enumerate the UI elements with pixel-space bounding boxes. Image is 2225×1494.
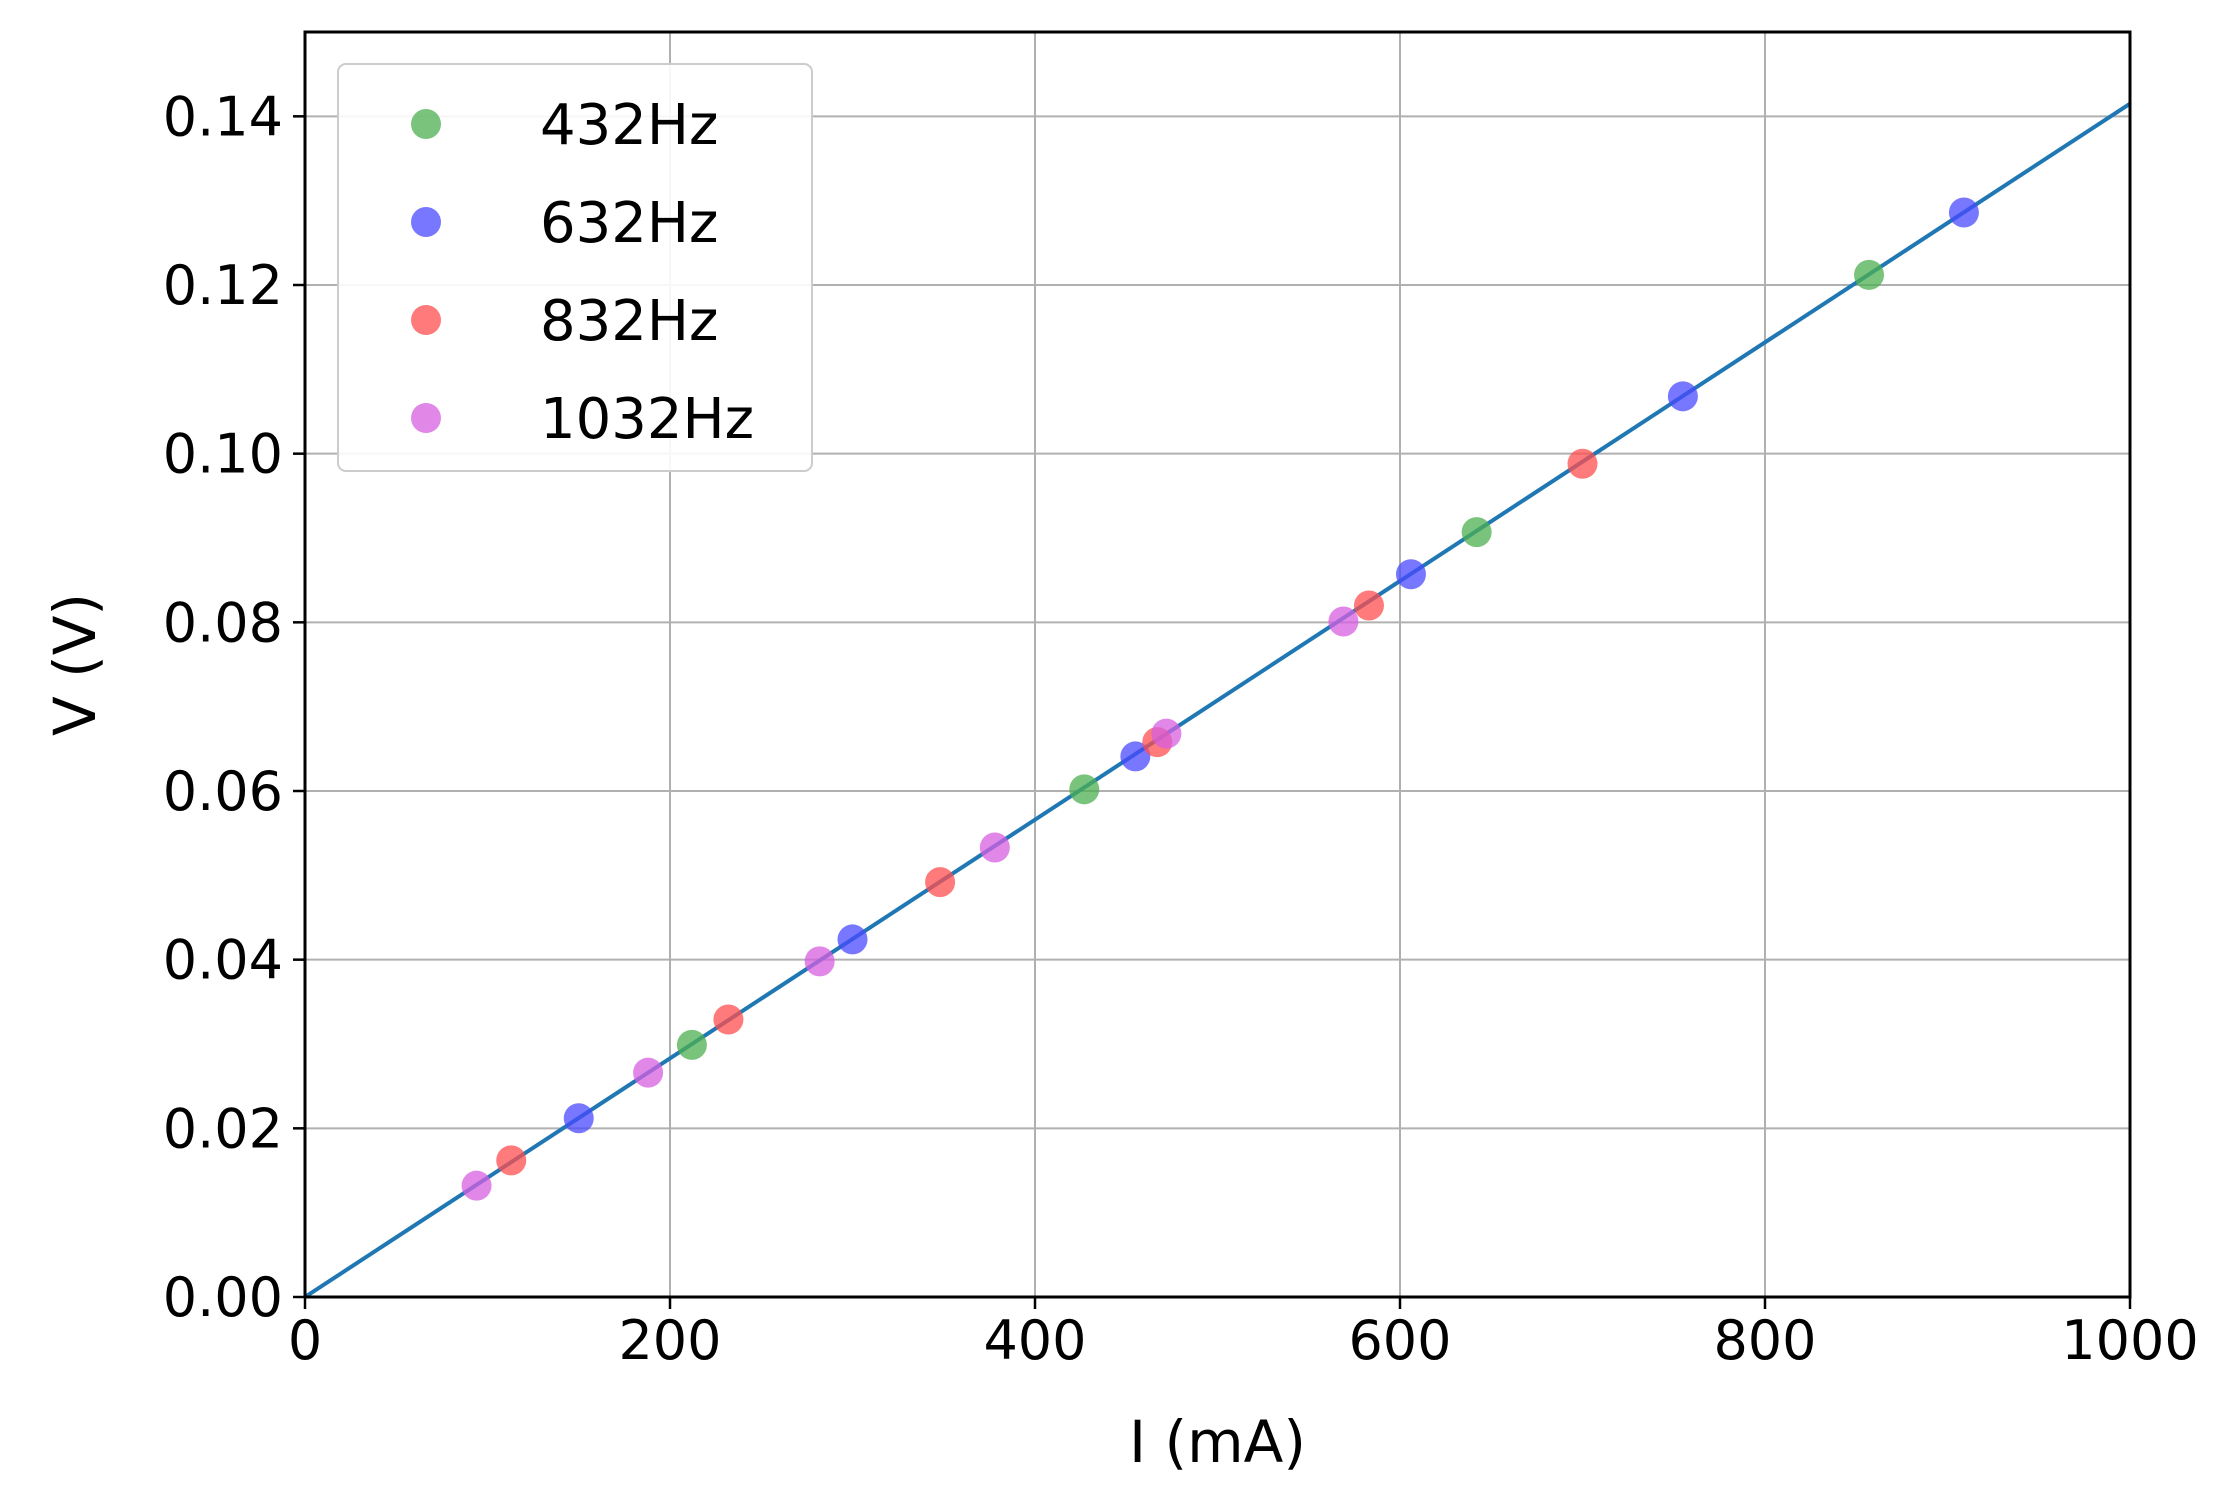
y-tick-label: 0.14 bbox=[163, 85, 283, 148]
legend-marker bbox=[411, 305, 441, 335]
legend-marker bbox=[411, 403, 441, 433]
x-tick-label: 200 bbox=[618, 1309, 721, 1372]
y-tick-label: 0.12 bbox=[163, 254, 283, 317]
legend-marker bbox=[411, 207, 441, 237]
data-point-832hz bbox=[1353, 590, 1384, 621]
y-tick-label: 0.08 bbox=[163, 591, 283, 654]
y-tick-label: 0.02 bbox=[163, 1097, 283, 1160]
data-point-1032hz bbox=[1328, 606, 1359, 637]
data-point-632hz bbox=[1667, 381, 1698, 412]
data-point-1032hz bbox=[804, 946, 835, 977]
data-point-632hz bbox=[563, 1103, 594, 1134]
data-point-632hz bbox=[1395, 559, 1426, 590]
x-axis-label: I (mA) bbox=[1129, 1408, 1306, 1476]
data-point-632hz bbox=[837, 924, 868, 955]
axis-ticks: 0 200 400 600 800 1000 0.00 0.02 0.04 0.06 0.08 0.1… bbox=[163, 85, 2199, 1372]
y-tick-label: 0.00 bbox=[163, 1266, 283, 1329]
x-tick-label: 0 bbox=[288, 1309, 322, 1372]
y-tick-label: 0.10 bbox=[163, 423, 283, 486]
legend: 432Hz 632Hz 832Hz 1032Hz bbox=[337, 63, 813, 472]
data-point-432hz bbox=[1461, 517, 1492, 548]
data-point-432hz bbox=[676, 1029, 707, 1060]
data-point-832hz bbox=[496, 1145, 527, 1176]
data-point-632hz bbox=[1948, 197, 1979, 228]
fit-line bbox=[305, 102, 2130, 1297]
data-point-832hz bbox=[1567, 448, 1598, 479]
data-point-432hz bbox=[1069, 774, 1100, 805]
data-point-1032hz bbox=[633, 1057, 664, 1088]
legend-label: 632Hz bbox=[540, 191, 718, 256]
data-point-632hz bbox=[1120, 741, 1151, 772]
legend-label: 832Hz bbox=[540, 289, 718, 354]
data-point-832hz bbox=[925, 867, 956, 898]
legend-label: 432Hz bbox=[540, 93, 718, 158]
y-axis-label: V (V) bbox=[41, 593, 109, 736]
y-tick-label: 0.06 bbox=[163, 760, 283, 823]
data-point-1032hz bbox=[461, 1170, 492, 1201]
legend-box bbox=[337, 63, 813, 472]
legend-label: 1032Hz bbox=[540, 387, 754, 452]
plot-frame bbox=[303, 30, 2132, 1299]
x-tick-label: 800 bbox=[1713, 1309, 1816, 1372]
x-tick-label: 600 bbox=[1348, 1309, 1451, 1372]
data-point-832hz bbox=[713, 1004, 744, 1035]
data-points bbox=[461, 197, 1979, 1201]
y-tick-label: 0.04 bbox=[163, 929, 283, 992]
legend-marker bbox=[411, 109, 441, 139]
data-point-432hz bbox=[1854, 259, 1885, 290]
x-tick-label: 400 bbox=[983, 1309, 1086, 1372]
fit-line-group bbox=[305, 102, 2130, 1297]
data-point-1032hz bbox=[1151, 718, 1182, 749]
x-tick-label: 1000 bbox=[2061, 1309, 2198, 1372]
data-point-1032hz bbox=[979, 832, 1010, 863]
